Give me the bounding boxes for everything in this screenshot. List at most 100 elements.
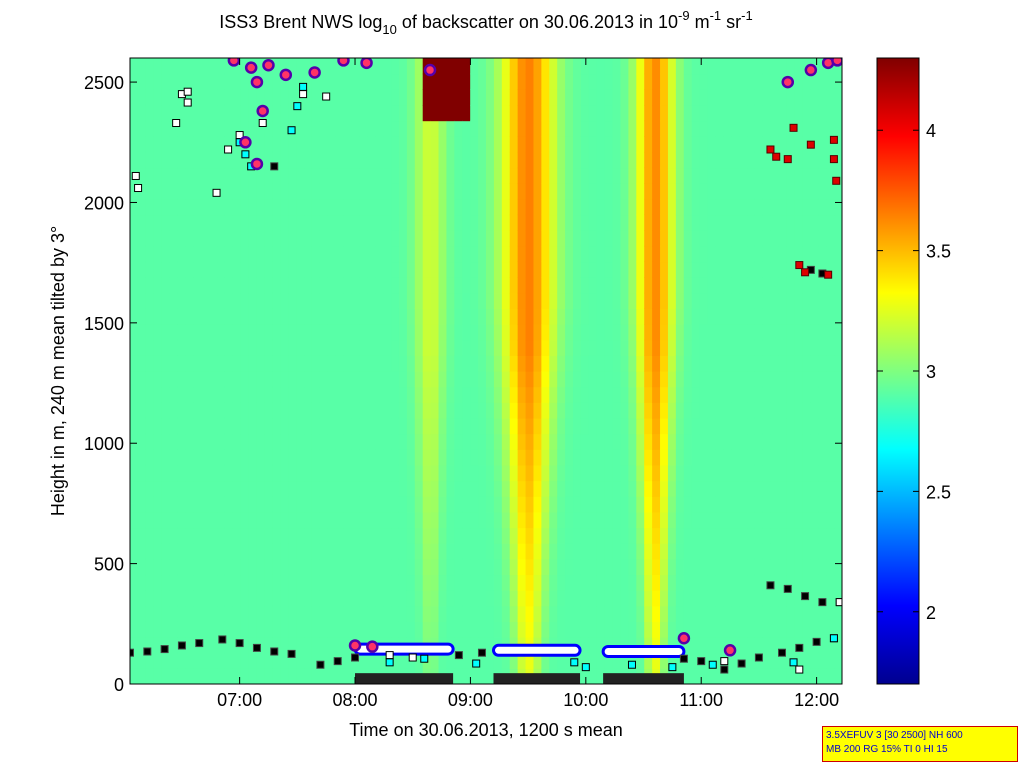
heatmap-cell	[794, 464, 804, 482]
heatmap-cell	[652, 543, 661, 560]
heatmap-cell	[691, 496, 701, 513]
heatmap-cell	[493, 511, 503, 529]
heatmap-cell	[604, 543, 614, 560]
heatmap-cell	[391, 104, 400, 122]
heatmap-cell	[248, 574, 258, 591]
surface-band-base	[603, 673, 684, 684]
heatmap-cell	[612, 73, 622, 90]
heatmap-cell	[596, 151, 606, 169]
heatmap-cell	[335, 245, 345, 263]
heatmap-cell	[327, 590, 337, 607]
heatmap-cell	[359, 89, 368, 106]
heatmap-cell	[359, 449, 368, 466]
heatmap-cell	[517, 433, 527, 450]
heatmap-cell	[557, 511, 566, 529]
heatmap-cell	[367, 355, 376, 372]
cyan-square-marker	[829, 634, 838, 643]
heatmap-cell	[683, 261, 693, 278]
heatmap-cell	[747, 58, 756, 75]
heatmap-cell	[509, 386, 519, 403]
heatmap-cell	[802, 198, 811, 216]
heatmap-cell	[826, 136, 835, 153]
heatmap-cell	[130, 558, 139, 576]
heatmap-cell	[509, 543, 519, 560]
heatmap-cell	[256, 417, 266, 435]
heatmap-cell	[778, 558, 788, 576]
heatmap-cell	[280, 339, 289, 356]
heatmap-cell	[169, 511, 179, 529]
heatmap-cell	[367, 73, 376, 90]
heatmap-cell	[304, 371, 313, 388]
heatmap-cell	[351, 136, 361, 153]
black-square-marker	[195, 639, 204, 648]
heatmap-cell	[391, 324, 400, 341]
heatmap-cell	[137, 511, 147, 529]
heatmap-cell	[691, 605, 701, 622]
heatmap-cell	[169, 277, 179, 294]
heatmap-cell	[398, 527, 408, 544]
heatmap-cell	[810, 605, 819, 622]
heatmap-cell	[628, 480, 637, 497]
heatmap-cell	[557, 355, 566, 372]
heatmap-cell	[224, 511, 234, 529]
heatmap-cell	[422, 167, 432, 184]
surface-band	[601, 644, 686, 658]
heatmap-cell	[533, 151, 542, 169]
heatmap-cell	[549, 277, 558, 294]
heatmap-cell	[573, 496, 582, 513]
heatmap-cell	[304, 574, 313, 591]
heatmap-cell	[367, 230, 376, 247]
heatmap-cell	[826, 355, 835, 372]
heatmap-cell	[778, 590, 788, 607]
heatmap-cell	[683, 605, 693, 622]
heatmap-cell	[549, 464, 558, 482]
heatmap-cell	[232, 151, 242, 169]
heatmap-cell	[169, 371, 179, 388]
title-unit1: m	[690, 12, 710, 32]
heatmap-cell	[604, 558, 614, 576]
heatmap-cell	[802, 464, 811, 482]
heatmap-cell	[406, 527, 416, 544]
heatmap-cell	[723, 449, 732, 466]
heatmap-cell	[193, 230, 202, 247]
heatmap-cell	[541, 480, 550, 497]
heatmap-cell	[493, 292, 503, 309]
heatmap-cell	[739, 449, 748, 466]
heatmap-cell	[232, 58, 242, 75]
heatmap-cell	[185, 324, 194, 341]
heatmap-cell	[375, 621, 384, 638]
heatmap-cell	[636, 543, 645, 560]
heatmap-cell	[422, 464, 432, 482]
heatmap-cell	[248, 104, 258, 122]
heatmap-cell	[731, 668, 740, 684]
heatmap-cell	[810, 324, 819, 341]
heatmap-cell	[525, 261, 535, 278]
heatmap-cell	[620, 590, 629, 607]
heatmap-cell	[675, 496, 685, 513]
heatmap-cell	[478, 371, 487, 388]
heatmap-cell	[486, 386, 495, 403]
heatmap-cell	[652, 433, 661, 450]
heatmap-cell	[486, 308, 495, 325]
heatmap-cell	[296, 527, 305, 544]
heatmap-cell	[612, 464, 622, 482]
heatmap-cell	[826, 605, 835, 622]
heatmap-cell	[185, 136, 194, 153]
heatmap-cell	[470, 496, 479, 513]
heatmap-cell	[304, 308, 313, 325]
heatmap-cell	[319, 230, 329, 247]
heatmap-cell	[351, 58, 361, 75]
heatmap-cell	[794, 558, 804, 576]
heatmap-cell	[715, 261, 724, 278]
heatmap-cell	[517, 621, 527, 638]
heatmap-cell	[620, 652, 629, 669]
heatmap-cell	[422, 590, 432, 607]
heatmap-cell	[565, 136, 574, 153]
heatmap-cell	[699, 621, 709, 638]
heatmap-cell	[406, 151, 416, 169]
heatmap-cell	[240, 558, 250, 576]
heatmap-cell	[145, 89, 155, 106]
heatmap-cell	[161, 261, 171, 278]
heatmap-cell	[240, 480, 250, 497]
heatmap-cell	[454, 480, 463, 497]
